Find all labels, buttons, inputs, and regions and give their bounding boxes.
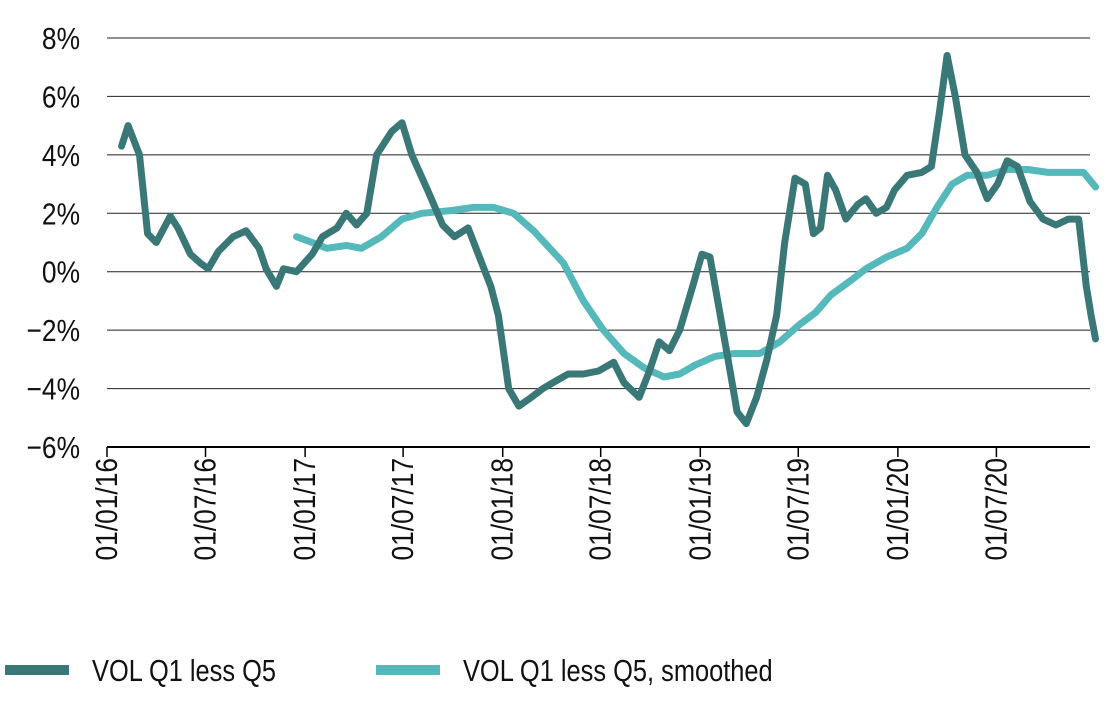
y-tick-label: 8% bbox=[42, 22, 80, 56]
legend-swatch bbox=[376, 665, 440, 675]
x-tick-label: 01/01/16 bbox=[90, 458, 124, 561]
x-tick-label: 01/01/17 bbox=[288, 458, 322, 561]
y-tick-label: 4% bbox=[42, 139, 80, 173]
x-tick-label: 01/01/18 bbox=[486, 458, 520, 561]
legend-swatch bbox=[5, 665, 69, 675]
legend-item-0: VOL Q1 less Q5 bbox=[5, 654, 276, 689]
x-tick-label: 01/01/20 bbox=[881, 458, 915, 561]
series-line-1 bbox=[293, 166, 1099, 381]
x-tick-label: 01/07/17 bbox=[386, 458, 420, 561]
legend-label: VOL Q1 less Q5, smoothed bbox=[463, 654, 773, 689]
legend: VOL Q1 less Q5 VOL Q1 less Q5, smoothed bbox=[5, 654, 773, 689]
x-tick-label: 01/01/19 bbox=[683, 458, 717, 561]
legend-item-1: VOL Q1 less Q5, smoothed bbox=[376, 654, 773, 689]
series-lines bbox=[118, 52, 1099, 428]
y-tick-label: 6% bbox=[42, 80, 80, 114]
y-tick-label: 2% bbox=[42, 197, 80, 231]
series-line-0 bbox=[118, 52, 1099, 428]
x-tick-label: 01/07/19 bbox=[781, 458, 815, 561]
legend-label: VOL Q1 less Q5 bbox=[92, 654, 276, 689]
y-tick-label: −4% bbox=[27, 373, 80, 407]
y-tick-label: 0% bbox=[42, 256, 80, 290]
x-tick-label: 01/07/20 bbox=[979, 458, 1013, 561]
y-axis: −6% −4% −2% 0% 2% 4% 6% 8% bbox=[27, 22, 80, 465]
y-tick-label: −6% bbox=[27, 431, 80, 465]
x-tick-label: 01/07/18 bbox=[584, 458, 618, 561]
y-tick-label: −2% bbox=[27, 314, 80, 348]
x-tick-label: 01/07/16 bbox=[189, 458, 223, 561]
x-axis: 01/01/16 01/07/16 01/01/17 01/07/17 01/01/18… bbox=[90, 447, 1014, 561]
